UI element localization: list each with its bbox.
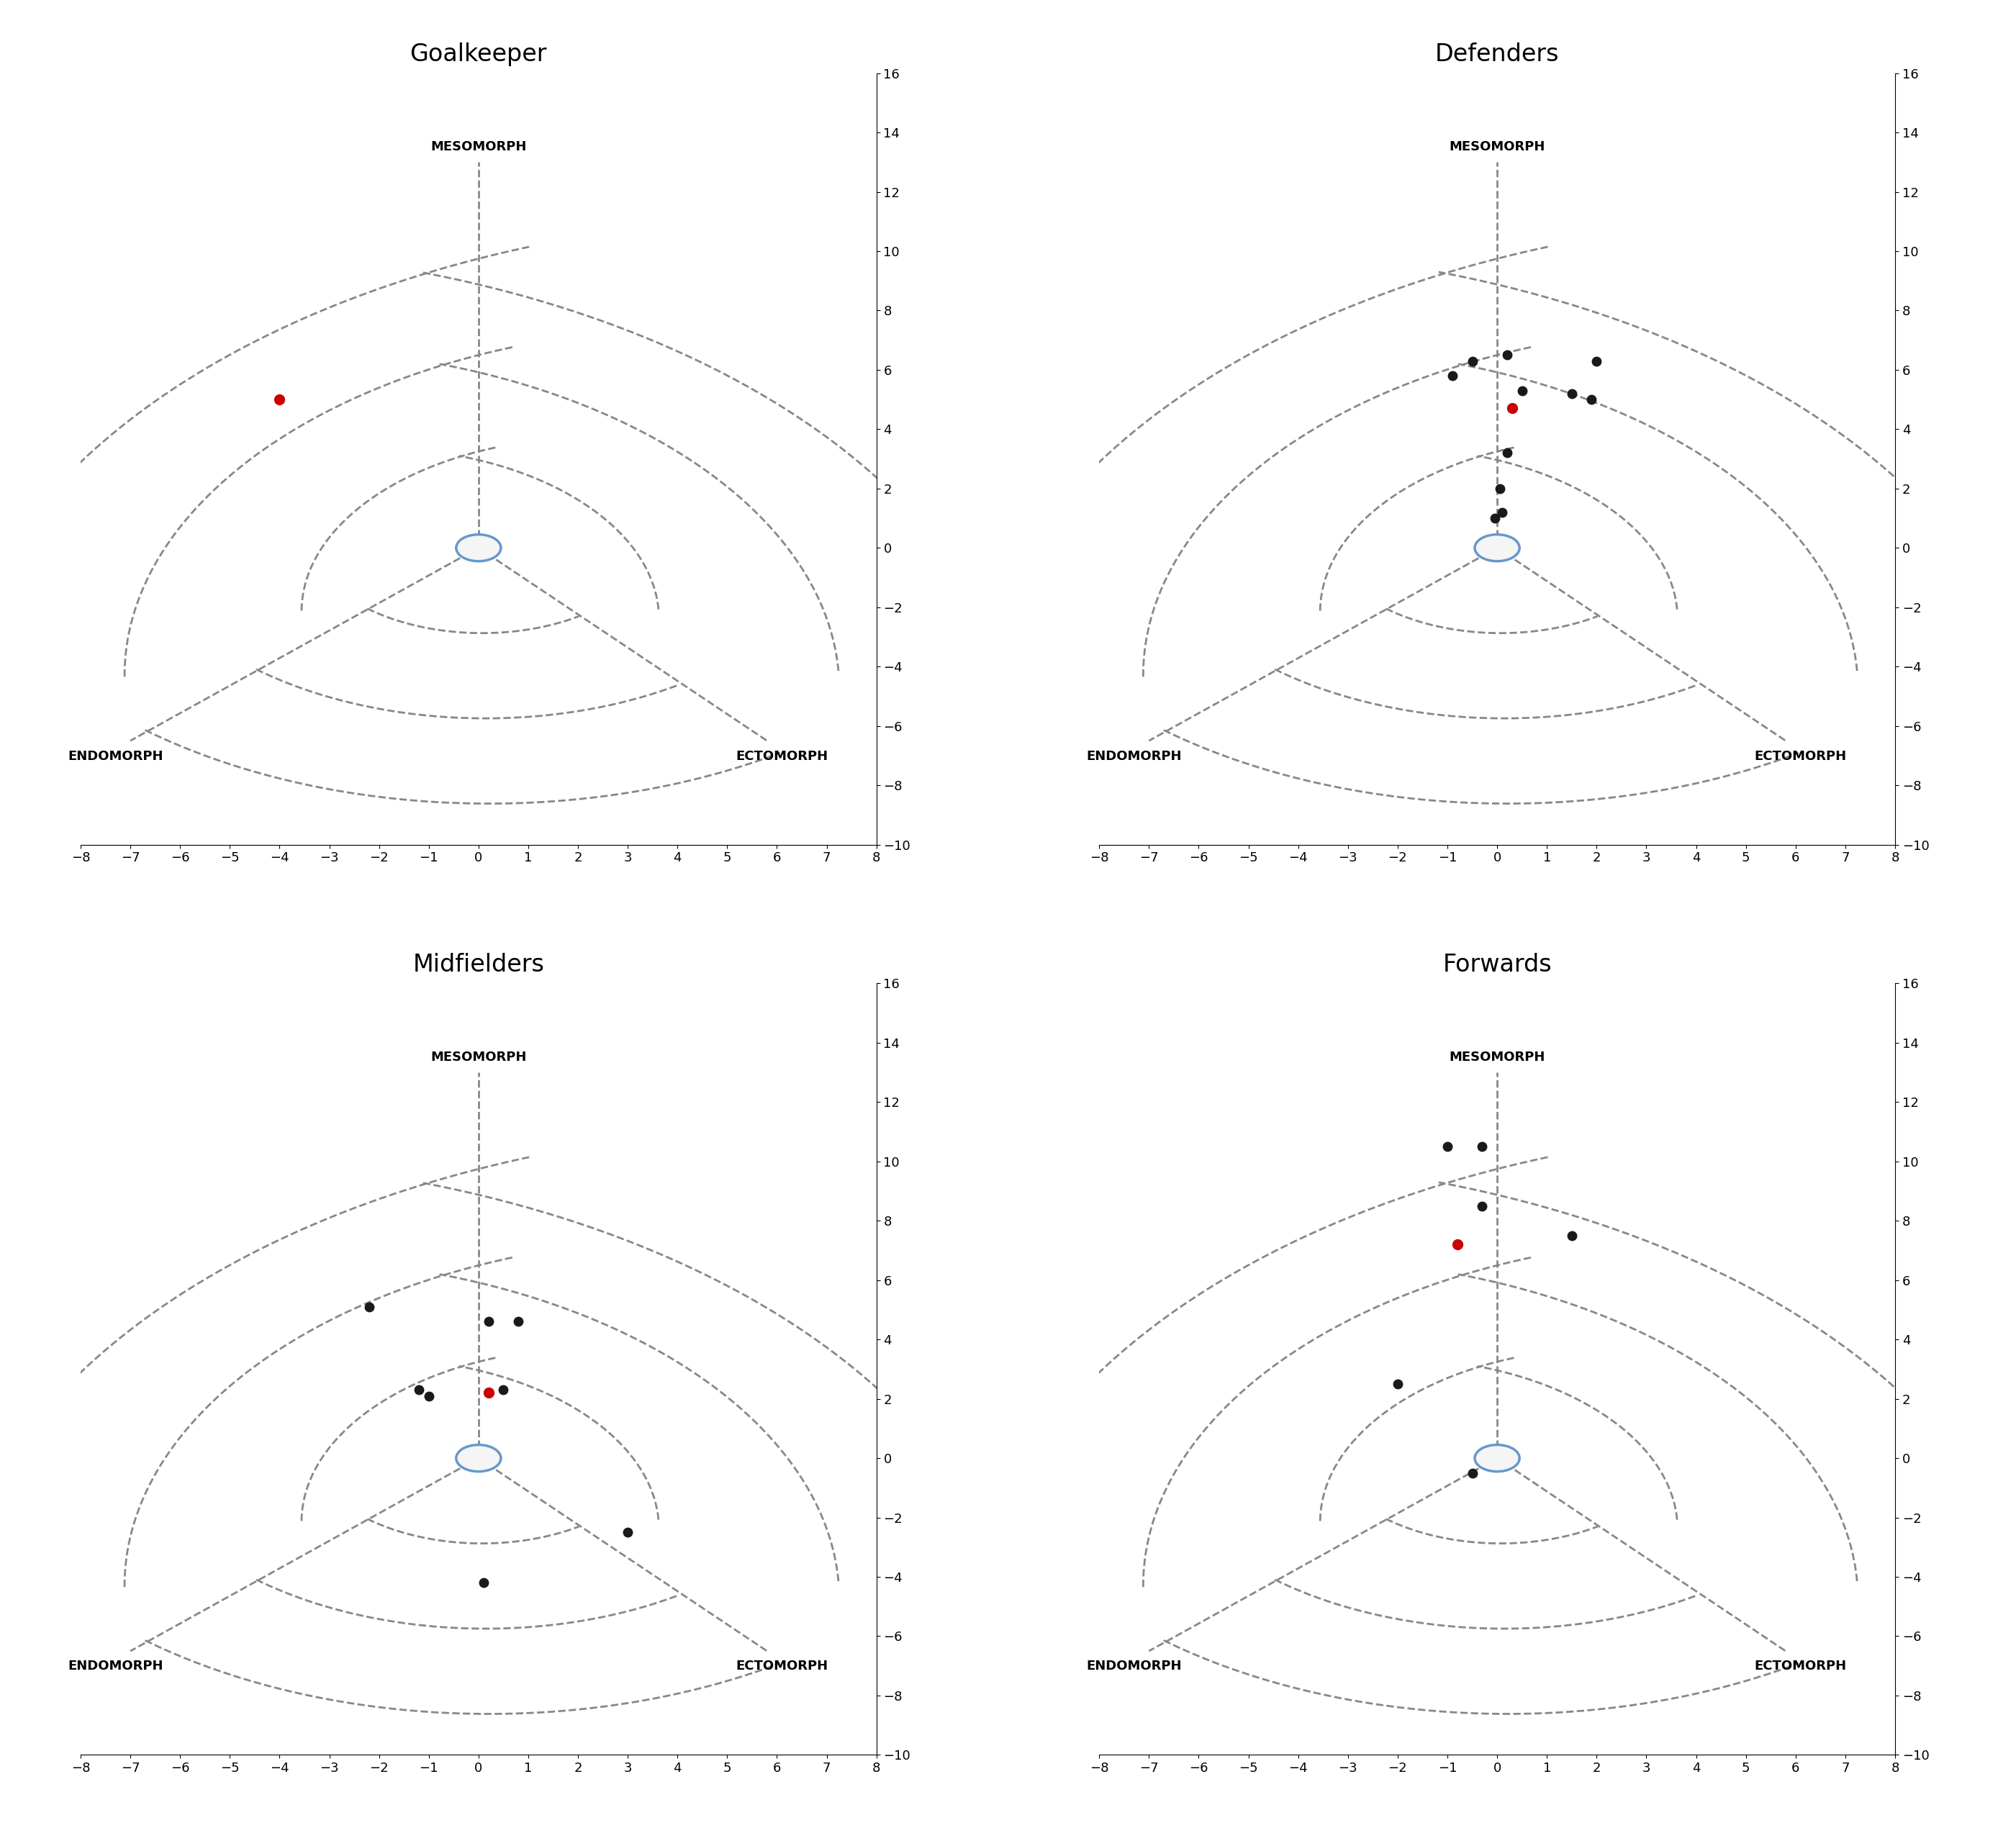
- Text: MESOMORPH: MESOMORPH: [431, 141, 526, 154]
- Text: ECTOMORPH: ECTOMORPH: [1754, 1660, 1847, 1673]
- Text: ECTOMORPH: ECTOMORPH: [736, 749, 829, 762]
- Text: MESOMORPH: MESOMORPH: [1450, 141, 1544, 154]
- Text: ECTOMORPH: ECTOMORPH: [1754, 749, 1847, 762]
- Text: ENDOMORPH: ENDOMORPH: [69, 749, 163, 762]
- Circle shape: [456, 1444, 500, 1472]
- Circle shape: [1476, 1444, 1520, 1472]
- Text: MESOMORPH: MESOMORPH: [431, 1051, 526, 1064]
- Text: MESOMORPH: MESOMORPH: [1450, 1051, 1544, 1064]
- Text: ENDOMORPH: ENDOMORPH: [1087, 1660, 1181, 1673]
- Circle shape: [456, 534, 500, 561]
- Title: Forwards: Forwards: [1443, 952, 1552, 976]
- Text: ECTOMORPH: ECTOMORPH: [736, 1660, 829, 1673]
- Title: Goalkeeper: Goalkeeper: [409, 42, 546, 66]
- Title: Midfielders: Midfielders: [413, 952, 544, 976]
- Title: Defenders: Defenders: [1435, 42, 1558, 66]
- Text: ENDOMORPH: ENDOMORPH: [69, 1660, 163, 1673]
- Text: ENDOMORPH: ENDOMORPH: [1087, 749, 1181, 762]
- Circle shape: [1476, 534, 1520, 561]
